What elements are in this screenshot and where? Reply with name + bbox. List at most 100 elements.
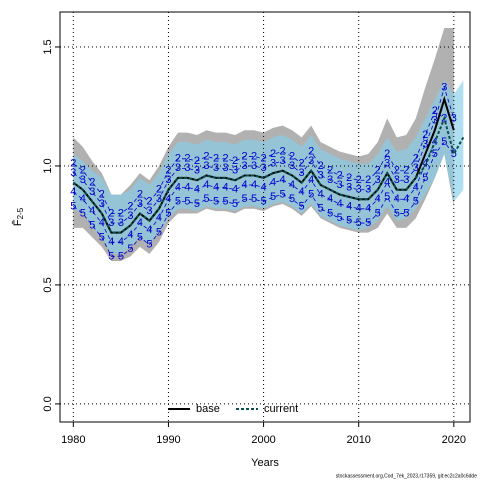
retro-point: 3	[280, 155, 286, 167]
retro-point: 3	[70, 167, 76, 179]
retro-line	[73, 110, 445, 214]
retro-point: 5	[356, 217, 362, 229]
retro-point: 2	[356, 174, 362, 186]
retro-point: 5	[318, 203, 324, 215]
retro-point: 5	[137, 231, 143, 243]
retro-point: 5	[184, 196, 190, 208]
retro-point: 3	[232, 165, 238, 177]
retro-point: 2	[337, 169, 343, 181]
retro-point: 5	[118, 250, 124, 262]
retro-point: 3	[327, 174, 333, 186]
retro-point: 3	[156, 193, 162, 205]
retro-point: 2	[413, 153, 419, 165]
x-axis-label: Years	[251, 457, 279, 469]
retro-point: 3	[127, 210, 133, 222]
retro-point: 2	[403, 165, 409, 177]
retro-point: 2	[184, 153, 190, 165]
retro-point: 4	[375, 193, 381, 205]
retro-point: 2	[203, 150, 209, 162]
retro-point: 2	[70, 157, 76, 169]
retro-point: 3	[441, 81, 447, 93]
y-label-main: F̄	[11, 219, 24, 226]
retro-line	[73, 142, 436, 243]
retro-point: 3	[137, 198, 143, 210]
retro-point: 2	[165, 165, 171, 177]
retro-point: 2	[327, 165, 333, 177]
y-tick-label: 1.0	[42, 158, 54, 173]
retro-point: 5	[441, 136, 447, 148]
retro-point: 3	[299, 167, 305, 179]
retro-point: 5	[413, 196, 419, 208]
retro-point: 5	[270, 191, 276, 203]
legend-label: base	[196, 403, 220, 415]
y-label-symbol: F̄2-5	[11, 207, 25, 226]
retro-point: 4	[184, 181, 190, 193]
retro-point: 3	[203, 160, 209, 172]
retro-point: 3	[403, 174, 409, 186]
x-tick-label: 1980	[61, 434, 85, 446]
retro-point: 3	[184, 162, 190, 174]
retro-point: 4	[365, 203, 371, 215]
retro-point: 4	[384, 177, 390, 189]
retro-point: 5	[99, 231, 105, 243]
retro-point: 3	[108, 217, 114, 229]
retro-point: 5	[422, 172, 428, 184]
retro-point: 5	[299, 200, 305, 212]
retro-point: 5	[384, 191, 390, 203]
retro-point: 2	[222, 153, 228, 165]
retro-point: 4	[299, 186, 305, 198]
retro-point: 5	[241, 193, 247, 205]
retro-point: 4	[137, 217, 143, 229]
retro-point: 2	[394, 165, 400, 177]
retro-point: 3	[270, 157, 276, 169]
retro-point: 2	[432, 105, 438, 117]
retro-point: 5	[213, 196, 219, 208]
retro-point: 4	[346, 200, 352, 212]
retro-point: 2	[137, 188, 143, 200]
retro-point: 3	[261, 162, 267, 174]
retro-point: 5	[394, 207, 400, 219]
retro-point: 4	[280, 174, 286, 186]
retro-point: 5	[308, 188, 314, 200]
retro-point: 3	[394, 174, 400, 186]
retro-point: 3	[422, 138, 428, 150]
retro-point: 3	[356, 184, 362, 196]
retro-line	[73, 86, 455, 224]
retro-point: 5	[127, 243, 133, 255]
retro-point: 4	[318, 188, 324, 200]
retro-point: 3	[165, 174, 171, 186]
retro-point: 3	[375, 174, 381, 186]
retro-point: 2	[308, 146, 314, 158]
retro-point: 3	[451, 112, 457, 124]
retro-point: 3	[289, 160, 295, 172]
legend-label: current	[264, 403, 298, 415]
retro-point: 3	[194, 165, 200, 177]
retro-point: 3	[213, 162, 219, 174]
retro-point: 2	[375, 165, 381, 177]
retro-point: 4	[222, 181, 228, 193]
retro-point: 2	[213, 153, 219, 165]
retro-point: 5	[146, 238, 152, 250]
retro-point: 3	[337, 179, 343, 191]
retro-point: 4	[127, 229, 133, 241]
retro-point: 2	[365, 174, 371, 186]
x-tick-label: 2020	[442, 434, 466, 446]
retro-point: 3	[251, 160, 257, 172]
retro-point: 5	[375, 207, 381, 219]
retro-point: 5	[251, 193, 257, 205]
retro-point: 4	[108, 236, 114, 248]
y-axis-label: F̄2-5	[11, 207, 25, 226]
retro-point: 5	[175, 196, 181, 208]
retro-point: 4	[327, 193, 333, 205]
retro-point: 5	[80, 207, 86, 219]
retro-point: 4	[194, 184, 200, 196]
retro-point: 3	[413, 162, 419, 174]
retro-point: 4	[403, 193, 409, 205]
retro-point: 4	[308, 174, 314, 186]
retro-point: 5	[451, 148, 457, 160]
retro-point: 2	[80, 165, 86, 177]
retro-point: 2	[270, 148, 276, 160]
retro-point: 4	[213, 181, 219, 193]
retro-point: 5	[365, 217, 371, 229]
y-label-sub: 2-5	[16, 207, 25, 219]
